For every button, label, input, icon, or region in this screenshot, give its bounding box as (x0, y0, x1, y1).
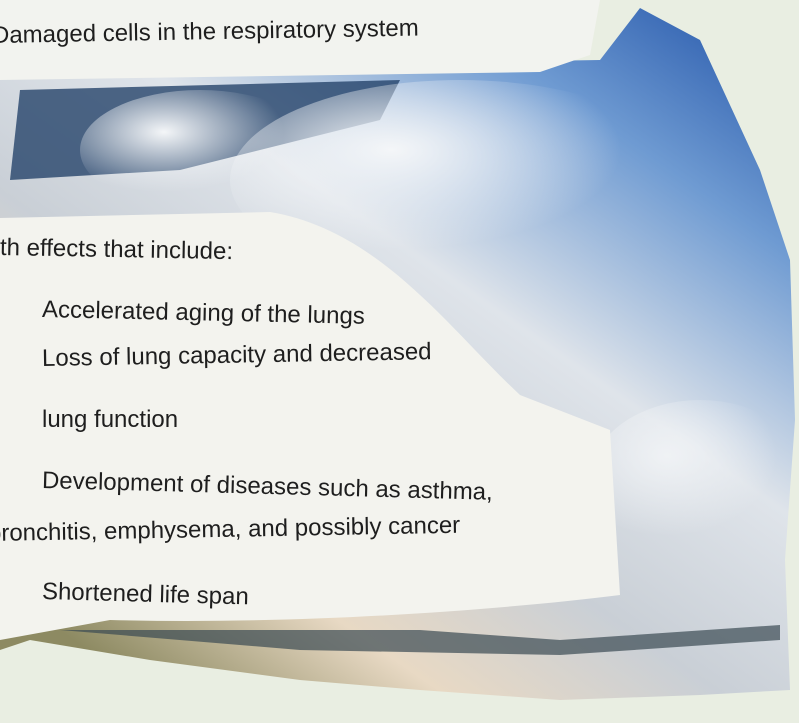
list-line: Shortened life span (42, 578, 249, 611)
page: {"caption": "Damaged cells in the respir… (0, 0, 799, 723)
list-line: lung function (42, 406, 178, 434)
intro: th effects that include: (0, 234, 233, 266)
